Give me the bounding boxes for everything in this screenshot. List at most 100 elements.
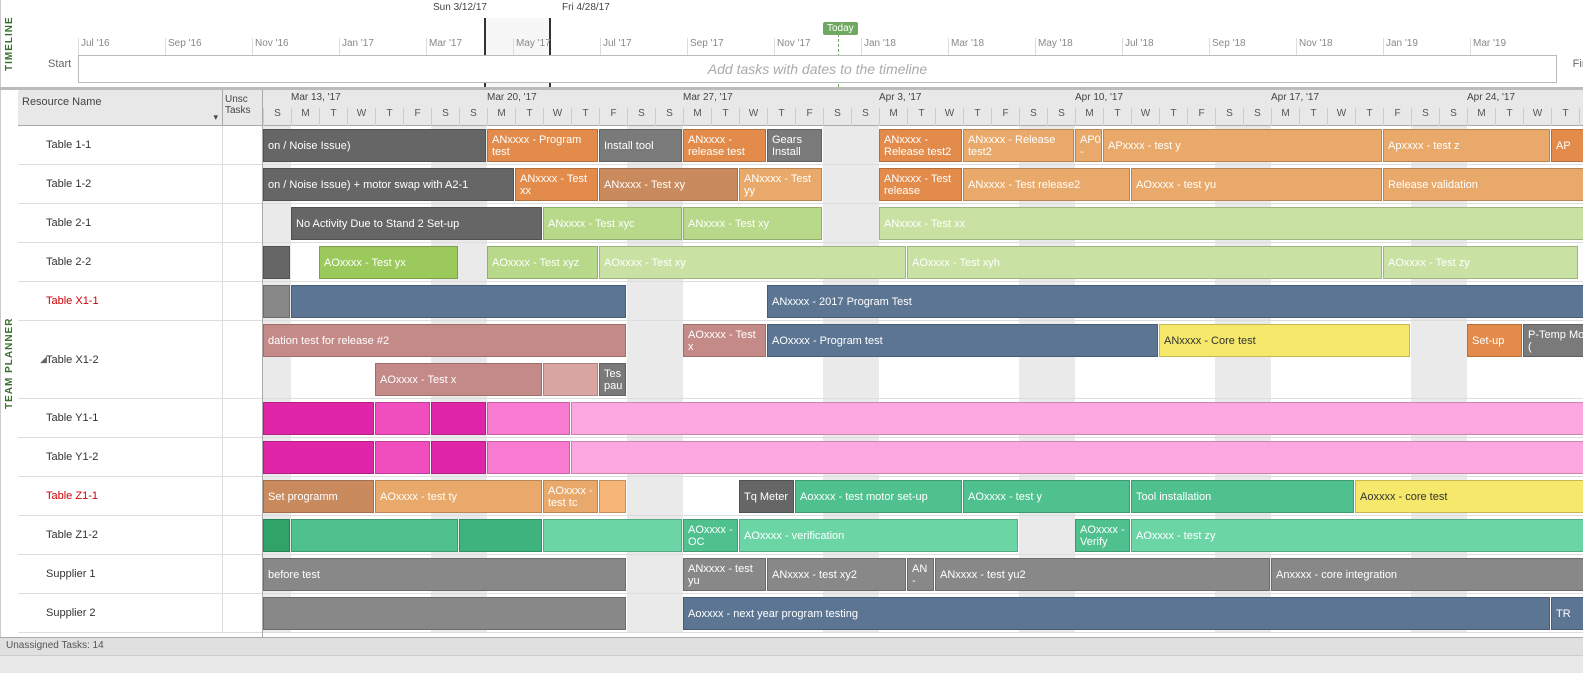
task-bar[interactable]: AOxxxx - verification [739, 519, 1018, 552]
task-bar[interactable]: Apxxxx - test z [1383, 129, 1550, 162]
task-bar[interactable]: Set programm [263, 480, 374, 513]
task-bar[interactable] [571, 441, 1583, 474]
resource-row[interactable]: Table 2-1 [18, 204, 262, 243]
task-bar[interactable]: P-Temp Motor ( [1523, 324, 1583, 357]
task-bar[interactable]: on / Noise Issue) + motor swap with A2-1 [263, 168, 514, 201]
task-bar[interactable]: AOxxxx - Test yx [319, 246, 458, 279]
task-bar[interactable] [375, 402, 430, 435]
task-bar[interactable]: TR [1551, 597, 1583, 630]
task-bar[interactable]: AOxxxx - Test xyz [487, 246, 598, 279]
resource-row[interactable]: Table Z1-2 [18, 516, 262, 555]
task-bar[interactable]: ANxxxx - Release test2 [963, 129, 1074, 162]
task-bar[interactable]: AP0 - [1075, 129, 1102, 162]
task-bar[interactable] [291, 519, 458, 552]
task-bar[interactable]: ANxxxx - Release test2 [879, 129, 962, 162]
resource-row[interactable]: Table Z1-1 [18, 477, 262, 516]
task-bar[interactable]: AP [1551, 129, 1583, 162]
resource-row[interactable]: ◢Table X1-2 [18, 321, 262, 399]
task-bar[interactable]: ANxxxx - Test yy [739, 168, 822, 201]
task-bar[interactable]: APxxxx - test y [1103, 129, 1382, 162]
resource-row[interactable]: Supplier 1 [18, 555, 262, 594]
task-bar[interactable]: ANxxxx - Test xx [515, 168, 598, 201]
task-bar[interactable] [543, 363, 598, 396]
task-bar[interactable] [599, 480, 626, 513]
task-bar[interactable] [431, 441, 486, 474]
resource-row[interactable]: Supplier 2 [18, 594, 262, 633]
task-bar[interactable]: ANxxxx - Program test [487, 129, 598, 162]
resource-row[interactable]: Table 1-2 [18, 165, 262, 204]
task-bar[interactable]: AOxxxx - Test x [375, 363, 542, 396]
task-bar[interactable]: ANxxxx - test xy2 [767, 558, 906, 591]
day-header: T [319, 108, 347, 126]
task-bar[interactable]: AOxxxx - Test zy [1383, 246, 1578, 279]
task-bar[interactable] [571, 402, 1583, 435]
task-bar[interactable]: Tq Meter [739, 480, 794, 513]
day-header: S [823, 108, 851, 126]
task-bar[interactable]: AOxxxx - test ty [375, 480, 542, 513]
task-bar[interactable]: ANxxxx - test yu [683, 558, 766, 591]
task-bar[interactable]: ANxxxx - release test [683, 129, 766, 162]
task-bar[interactable] [291, 285, 626, 318]
task-bar[interactable]: AOxxxx - test zy [1131, 519, 1583, 552]
task-bar[interactable]: AOxxxx - Test xyh [907, 246, 1382, 279]
task-bar[interactable]: Tes pau [599, 363, 626, 396]
resource-row[interactable]: Table Y1-1 [18, 399, 262, 438]
task-bar[interactable]: AOxxxx - OC [683, 519, 738, 552]
timeline-bar[interactable]: Add tasks with dates to the timeline [78, 55, 1557, 83]
task-bar[interactable] [459, 519, 542, 552]
timeline-body[interactable]: Sun 3/12/17 Fri 4/28/17 Today Jul '16Sep… [18, 0, 1583, 87]
task-bar[interactable] [543, 519, 682, 552]
col-header-unsc[interactable]: Unsc Tasks [222, 90, 262, 125]
resource-row[interactable]: Table 2-2 [18, 243, 262, 282]
gantt-pane[interactable]: Mar 13, '17Mar 20, '17Mar 27, '17Apr 3, … [263, 90, 1583, 637]
task-bar[interactable] [263, 441, 374, 474]
task-bar[interactable]: ANxxxx - test yu2 [935, 558, 1270, 591]
task-bar[interactable]: Aoxxxx - next year program testing [683, 597, 1550, 630]
task-bar[interactable]: ANxxxx - Test release [879, 168, 962, 201]
resource-row[interactable]: Table X1-1 [18, 282, 262, 321]
task-bar[interactable]: AOxxxx - Test xy [599, 246, 906, 279]
task-bar[interactable]: Tool installation [1131, 480, 1354, 513]
task-bar[interactable]: AOxxxx - test y [963, 480, 1130, 513]
task-bar[interactable]: ANxxxx - Test release2 [963, 168, 1130, 201]
task-bar[interactable]: ANxxxx - Test xy [683, 207, 822, 240]
task-bar[interactable]: AOxxxx - Test x [683, 324, 766, 357]
task-bar[interactable]: Aoxxxx - core test [1355, 480, 1583, 513]
task-bar[interactable]: dation test for release #2 [263, 324, 626, 357]
resource-row[interactable]: Table Y1-2 [18, 438, 262, 477]
task-bar[interactable]: Set-up [1467, 324, 1522, 357]
task-bar[interactable]: No Activity Due to Stand 2 Set-up [291, 207, 542, 240]
task-bar[interactable] [375, 441, 430, 474]
task-bar[interactable]: ANxxxx - Test xyc [543, 207, 682, 240]
expand-icon[interactable]: ◢ [40, 354, 47, 365]
col-header-resource[interactable]: Resource Name ▾ [18, 90, 222, 125]
task-bar[interactable] [263, 597, 626, 630]
task-bar[interactable]: ANxxxx - Core test [1159, 324, 1410, 357]
task-bar[interactable]: ANxxxx - 2017 Program Test [767, 285, 1583, 318]
resource-row[interactable]: Table 1-1 [18, 126, 262, 165]
task-bar[interactable]: AOxxxx - test tc [543, 480, 598, 513]
task-bar[interactable]: AN - [907, 558, 934, 591]
task-bar[interactable] [431, 402, 486, 435]
task-bar[interactable] [487, 441, 570, 474]
task-bar[interactable]: Aoxxxx - test motor set-up [795, 480, 962, 513]
task-bar[interactable]: Release validation [1383, 168, 1583, 201]
task-bar[interactable] [487, 402, 570, 435]
task-bar[interactable] [263, 285, 290, 318]
task-bar[interactable]: Install tool [599, 129, 682, 162]
task-bar[interactable]: Anxxxx - core integration [1271, 558, 1583, 591]
task-bar[interactable]: ANxxxx - Test xy [599, 168, 738, 201]
task-bar[interactable]: before test [263, 558, 626, 591]
task-bar[interactable]: Gears Install [767, 129, 822, 162]
task-bar[interactable]: ANxxxx - Test xx [879, 207, 1583, 240]
filter-icon[interactable]: ▾ [213, 112, 218, 123]
scroll-track[interactable] [0, 655, 1583, 673]
task-bar[interactable] [263, 519, 290, 552]
task-bar[interactable]: AOxxxx - Program test [767, 324, 1158, 357]
day-header: S [1215, 108, 1243, 126]
task-bar[interactable]: AOxxxx - test yu [1131, 168, 1382, 201]
task-bar[interactable]: on / Noise Issue) [263, 129, 486, 162]
task-bar[interactable]: AOxxxx - Verify [1075, 519, 1130, 552]
task-bar[interactable] [263, 402, 374, 435]
task-bar[interactable] [263, 246, 290, 279]
